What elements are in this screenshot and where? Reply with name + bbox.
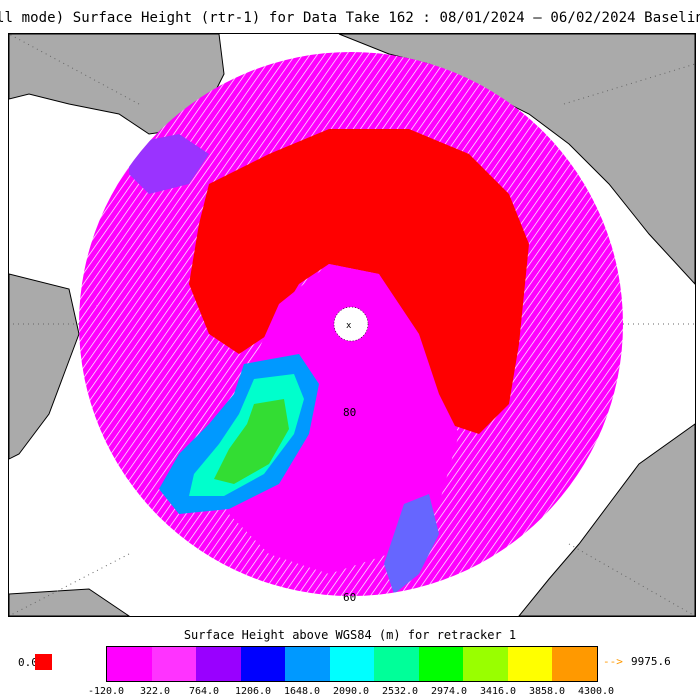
legend-tick-label: 2090.0: [332, 686, 370, 697]
legend-tick-label: 322.0: [139, 686, 171, 697]
sea-ice-region: [209, 264, 459, 574]
legend-swatch: [285, 647, 330, 681]
legend-tick-label: 4300.0: [577, 686, 615, 697]
lat-label-60: 60: [343, 591, 356, 604]
legend-tick-label: 3858.0: [528, 686, 566, 697]
graticule: [9, 34, 695, 616]
pole-marker: x: [346, 321, 352, 331]
legend-swatch: [151, 647, 197, 681]
legend-swatch: [196, 647, 241, 681]
max-value-arrow: -->: [603, 655, 623, 668]
legend-tick-label: 3416.0: [479, 686, 517, 697]
pole-hole: [333, 306, 369, 342]
legend-tick-label: 2974.0: [430, 686, 468, 697]
legend-tick-label: 1648.0: [283, 686, 321, 697]
max-value-label: 9975.6: [631, 655, 671, 668]
low-value-label: 0.0: [18, 656, 38, 669]
polar-map-canvas: x 80 60: [9, 34, 695, 616]
legend-swatch: [240, 647, 286, 681]
legend-swatch: [507, 647, 553, 681]
polar-map: x 80 60: [8, 33, 696, 617]
legend-tick-label: 764.0: [188, 686, 220, 697]
legend-tick-label: -120.0: [87, 686, 125, 697]
legend-swatch: [374, 647, 419, 681]
land-background: [9, 34, 695, 616]
legend-swatch: [329, 647, 375, 681]
legend-swatch: [463, 647, 508, 681]
greenland-icecap: [159, 354, 319, 514]
canadian-islands-patch: [129, 134, 209, 194]
legend-title: Surface Height above WGS84 (m) for retra…: [183, 628, 517, 642]
ocean-region: [189, 129, 529, 434]
lat-label-80: 80: [343, 406, 356, 419]
legend-swatch: [552, 647, 598, 681]
color-scale-ticks: -120.0 322.0 764.0 1206.0 1648.0 2090.0 2532.0…: [88, 686, 614, 700]
legend-tick-label: 2532.0: [381, 686, 419, 697]
color-scale-bar: [106, 646, 598, 682]
legend-swatch: [107, 647, 152, 681]
svalbard-patch: [384, 494, 439, 594]
legend-tick-label: 1206.0: [234, 686, 272, 697]
low-value-swatch: [35, 654, 52, 670]
map-title: ll mode) Surface Height (rtr-1) for Data…: [0, 10, 700, 26]
legend-swatch: [418, 647, 464, 681]
